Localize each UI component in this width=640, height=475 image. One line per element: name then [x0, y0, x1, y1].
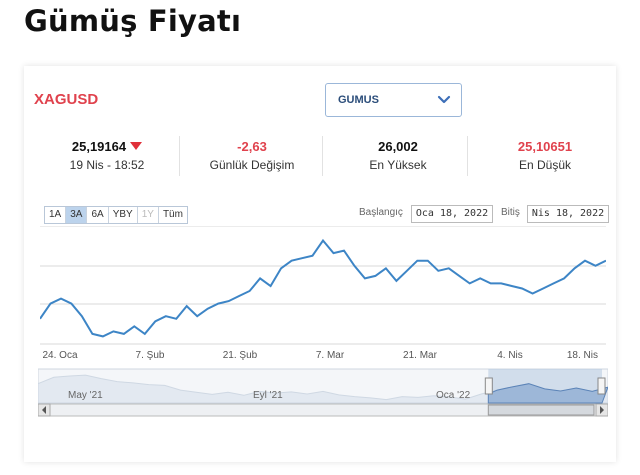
chevron-down-icon [437, 95, 451, 104]
stat-low: 25,10651 En Düşük [480, 138, 610, 172]
scroll-left-icon [42, 406, 46, 414]
navigator-left-handle[interactable] [484, 377, 493, 395]
price-chart: 24. Oca 7. Şub 21. Şub 7. Mar 21. Mar 4. Nis 1… [40, 226, 606, 361]
range-selector: 1A 3A 6A YBY 1Y Tüm [44, 206, 188, 224]
price-line [40, 238, 606, 338]
x-tick-label: 21. Mar [403, 350, 438, 361]
stat-divider [467, 136, 468, 176]
low-value: 25,10651 [517, 139, 573, 154]
x-tick-label: 7. Şub [136, 350, 165, 361]
change-value: -2,63 [237, 139, 267, 154]
navigator[interactable]: May '21 Eyl '21 Oca '22 [38, 368, 608, 418]
change-label: Günlük Değişim [209, 158, 295, 172]
x-tick-label: 21. Şub [223, 350, 258, 361]
navigator-label: May '21 [68, 390, 103, 401]
navigator-selected-series [487, 383, 608, 404]
end-date-input[interactable]: Nis 18, 2022 [527, 205, 609, 223]
x-tick-label: 24. Oca [42, 350, 77, 361]
scrollbar-thumb[interactable] [487, 404, 595, 416]
range-button-1y: 1Y [138, 207, 159, 223]
start-date-label: Başlangıç [359, 207, 403, 218]
low-label: En Düşük [518, 158, 572, 172]
price-value: 25,19164 [71, 139, 127, 154]
stat-divider [322, 136, 323, 176]
price-card: XAGUSD GUMUS 25,19164 19 Nis - 18:52 -2,… [24, 66, 616, 462]
scrollbar-track[interactable] [38, 403, 608, 417]
stat-divider [179, 136, 180, 176]
x-tick-label: 18. Nis [567, 350, 598, 361]
page-title: Gümüş Fiyatı [24, 4, 242, 38]
navigator-right-handle[interactable] [597, 377, 606, 395]
x-tick-label: 4. Nis [497, 350, 523, 361]
scroll-right-icon [600, 406, 604, 414]
range-button-yby[interactable]: YBY [109, 207, 138, 223]
navigator-label: Eyl '21 [253, 390, 283, 401]
instrument-select-value: GUMUS [338, 94, 379, 106]
range-button-3a[interactable]: 3A [66, 207, 88, 223]
stat-change: -2,63 Günlük Değişim [187, 138, 317, 172]
range-button-6a[interactable]: 6A [87, 207, 109, 223]
down-arrow-icon [130, 142, 143, 150]
high-label: En Yüksek [369, 158, 427, 172]
start-date-input[interactable]: Oca 18, 2022 [411, 205, 493, 223]
instrument-select[interactable]: GUMUS [325, 83, 462, 117]
x-tick-label: 7. Mar [316, 350, 345, 361]
price-time: 19 Nis - 18:52 [69, 158, 145, 172]
navigator-label: Oca '22 [436, 390, 471, 401]
range-button-1a[interactable]: 1A [45, 207, 67, 223]
high-value: 26,002 [378, 139, 418, 154]
symbol-label: XAGUSD [34, 91, 99, 108]
end-date-label: Bitiş [501, 207, 520, 218]
stat-price: 25,19164 19 Nis - 18:52 [42, 138, 172, 172]
stat-high: 26,002 En Yüksek [333, 138, 463, 172]
range-button-all[interactable]: Tüm [162, 209, 183, 220]
